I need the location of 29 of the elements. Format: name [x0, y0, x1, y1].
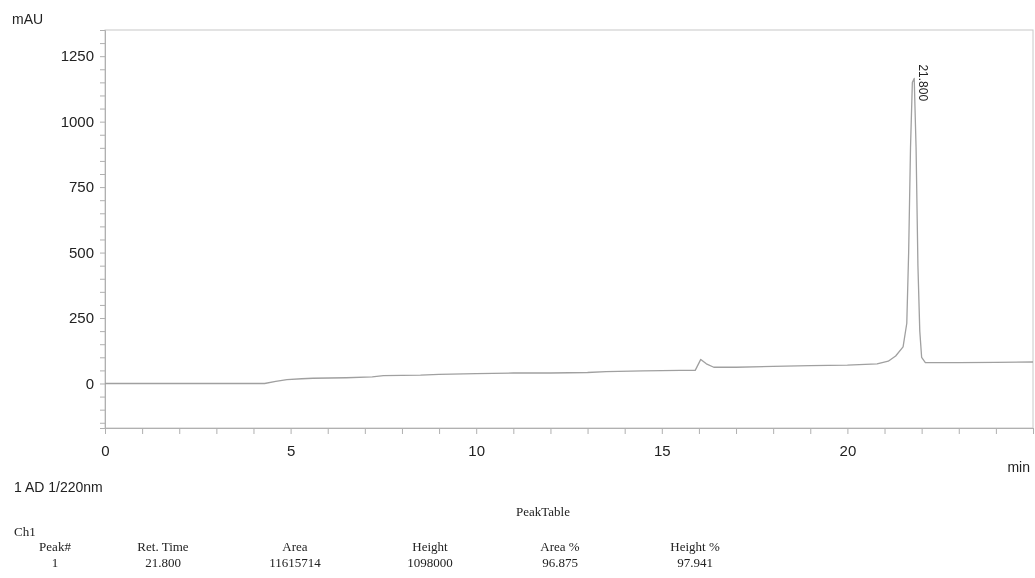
y-tick-label: 250 — [68, 309, 94, 327]
y-tick-label: 1000 — [60, 112, 94, 130]
text: 11615714 — [269, 555, 322, 570]
text: Area % — [540, 539, 580, 554]
annotation: 21.800 — [916, 64, 931, 102]
text: 97.941 — [677, 555, 713, 570]
text: 96.875 — [542, 555, 578, 570]
text: Ch1 — [14, 524, 36, 539]
x-axis-title: min — [1007, 459, 1030, 475]
text: Peak# — [39, 539, 72, 554]
y-tick-label: 750 — [68, 178, 94, 196]
x-tick-label: 5 — [286, 441, 296, 459]
text: Ret. Time — [137, 539, 189, 554]
text: Height % — [670, 539, 720, 554]
x-tick-label: 0 — [101, 441, 110, 459]
x-tick-label: 15 — [653, 441, 671, 459]
x-tick-label: 20 — [839, 441, 857, 459]
text: Height — [412, 539, 449, 554]
text: 1 AD 1/220nm — [14, 479, 103, 495]
y-tick-label: 1250 — [60, 47, 94, 65]
x-tick-label: 10 — [468, 441, 486, 459]
y-tick-label: 500 — [68, 243, 94, 261]
text: 21.800 — [145, 555, 181, 570]
y-tick-label: 0 — [85, 374, 94, 392]
text: 1098000 — [407, 555, 453, 570]
text: Area — [282, 539, 308, 554]
text: 1 — [51, 555, 59, 570]
text: PeakTable — [516, 504, 571, 519]
y-axis-title: mAU — [12, 11, 44, 27]
